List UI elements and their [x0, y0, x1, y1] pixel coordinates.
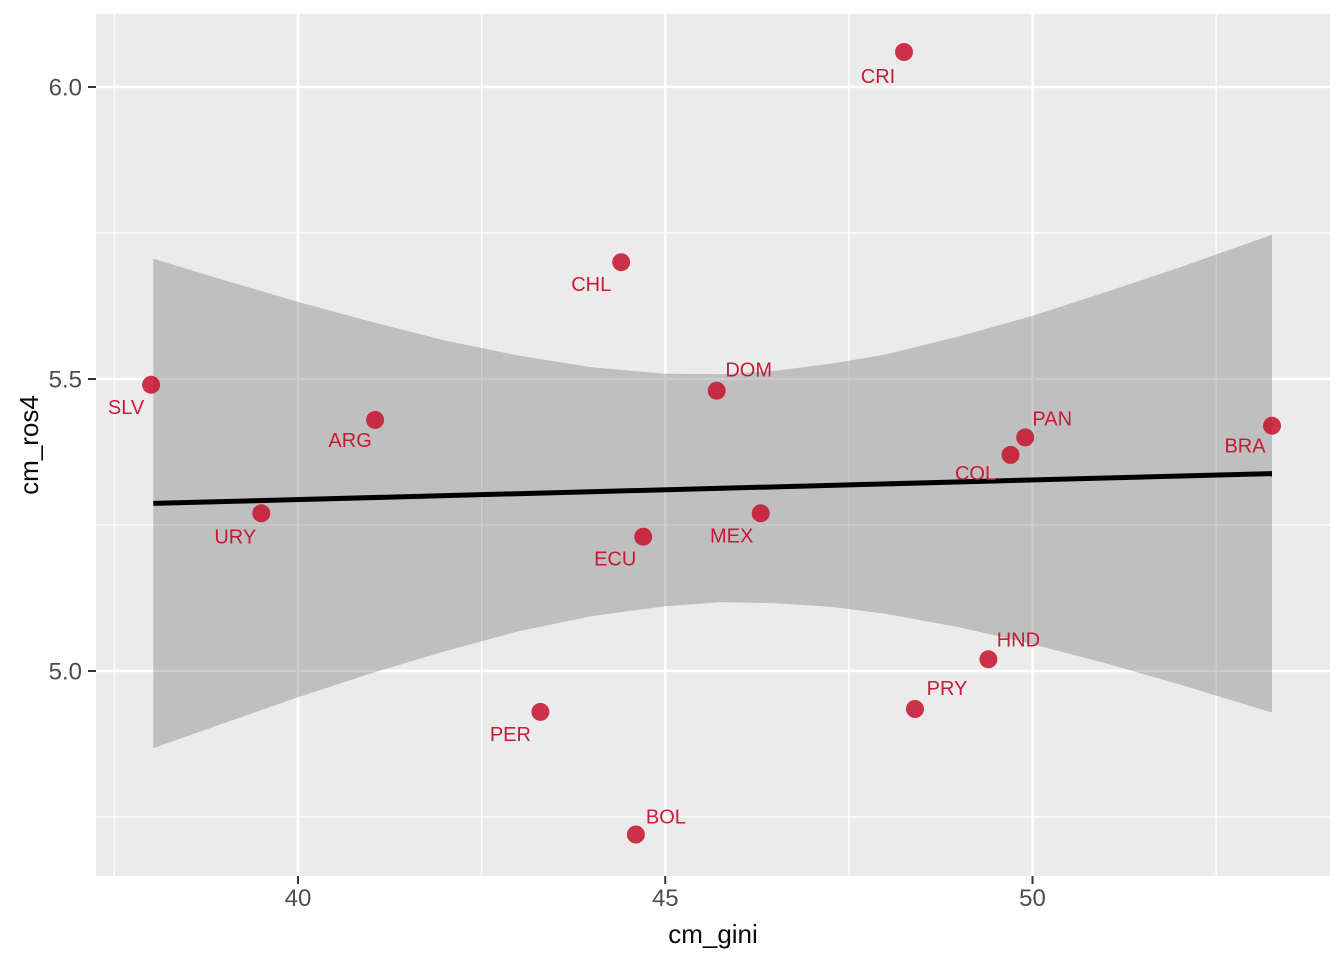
- data-point-URY: [252, 504, 271, 523]
- point-label-PAN: PAN: [1032, 408, 1072, 430]
- data-point-CRI: [895, 43, 913, 61]
- panel-background: [96, 14, 1330, 876]
- data-point-DOM: [707, 381, 726, 400]
- point-labels: SLV URY ARG PER CHL BOL ECU DOM MEX CRI PRY HND COL P…: [108, 66, 1266, 829]
- x-tick-label: 50: [1019, 885, 1046, 912]
- data-point-PRY: [906, 700, 924, 718]
- data-point-ARG: [366, 410, 385, 429]
- data-point-SLV: [142, 375, 161, 394]
- x-tick-label: 45: [652, 885, 679, 912]
- point-label-COL: COL: [955, 463, 996, 485]
- point-label-ARG: ARG: [328, 430, 371, 452]
- data-point-BRA: [1263, 416, 1281, 435]
- point-label-HND: HND: [997, 629, 1040, 651]
- x-axis-tick-labels: 40 45 50: [285, 885, 1046, 912]
- point-label-BRA: BRA: [1224, 436, 1266, 458]
- gridlines-minor: [96, 14, 1330, 876]
- y-tick-label: 5.0: [49, 659, 82, 686]
- point-label-MEX: MEX: [710, 525, 753, 547]
- x-tick-label: 40: [285, 885, 312, 912]
- data-point-PAN: [1016, 428, 1035, 447]
- point-label-PRY: PRY: [927, 678, 968, 700]
- point-label-PER: PER: [490, 724, 531, 746]
- y-axis-tick-labels: 5.0 5.5 6.0: [49, 75, 82, 686]
- gridlines-major: [96, 14, 1330, 876]
- point-label-SLV: SLV: [108, 397, 145, 419]
- data-points: [142, 43, 1281, 844]
- axis-tick-marks: [88, 86, 1034, 884]
- point-label-DOM: DOM: [725, 360, 772, 382]
- x-axis-title: cm_gini: [668, 919, 758, 949]
- point-label-URY: URY: [214, 526, 256, 548]
- confidence-band: [153, 234, 1272, 749]
- data-point-PER: [531, 702, 550, 721]
- data-point-HND: [979, 650, 998, 669]
- y-axis-title: cm_ros4: [14, 395, 44, 495]
- data-point-BOL: [626, 825, 645, 844]
- y-tick-label: 6.0: [49, 75, 82, 102]
- point-label-BOL: BOL: [646, 807, 686, 829]
- data-point-COL: [1001, 445, 1020, 464]
- point-label-CRI: CRI: [861, 66, 895, 88]
- point-label-ECU: ECU: [594, 549, 636, 571]
- data-point-MEX: [751, 504, 770, 523]
- data-point-ECU: [634, 527, 653, 546]
- regression-line: [153, 471, 1273, 506]
- point-label-CHL: CHL: [571, 274, 611, 296]
- y-tick-label: 5.5: [49, 367, 82, 394]
- data-point-CHL: [612, 253, 631, 272]
